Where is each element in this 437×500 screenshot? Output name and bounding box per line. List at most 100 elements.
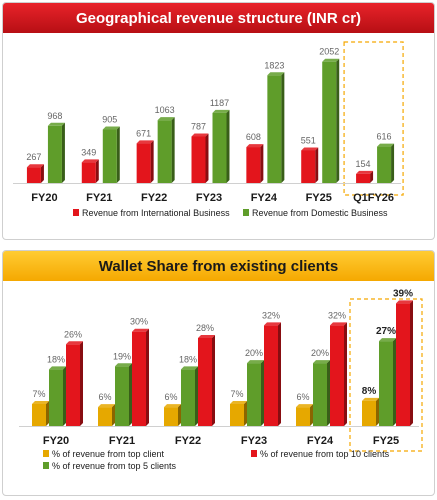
bar-face — [301, 150, 316, 183]
bar-face — [157, 120, 172, 183]
bar-side — [63, 366, 66, 426]
bar-top — [330, 322, 347, 326]
chart-title: Geographical revenue structure (INR cr) — [3, 3, 434, 33]
bar-face — [212, 112, 227, 183]
bar — [136, 140, 154, 183]
bar-face — [164, 407, 178, 426]
bar-top — [66, 341, 83, 345]
bar — [164, 404, 181, 426]
bar-face — [246, 147, 261, 183]
bar-face — [198, 338, 212, 426]
bar-side — [129, 363, 132, 426]
bar-face — [313, 363, 327, 426]
bar-top — [377, 143, 395, 147]
data-label: 2052 — [319, 47, 339, 57]
bar — [81, 159, 99, 183]
bar — [98, 404, 115, 426]
x-tick-label: FY25 — [306, 192, 332, 204]
bar-side — [116, 126, 120, 183]
bar-side — [226, 109, 230, 183]
bar-side — [80, 341, 83, 426]
bar — [102, 126, 120, 183]
bar-side — [327, 360, 330, 426]
bar-top — [26, 164, 44, 168]
bar — [246, 144, 264, 183]
bar-top — [296, 404, 313, 408]
legend-swatch — [243, 209, 249, 216]
bar-top — [98, 404, 115, 408]
data-label: 616 — [377, 132, 392, 142]
bar-side — [391, 143, 395, 183]
bar-side — [178, 404, 181, 426]
data-label: 1063 — [155, 105, 175, 115]
bar-face — [264, 325, 278, 426]
bar-top — [198, 335, 215, 338]
bar-top — [191, 133, 209, 137]
bar-side — [344, 322, 347, 426]
bar-top — [136, 140, 154, 144]
bar — [212, 109, 230, 183]
geographical-revenue-panel: Geographical revenue structure (INR cr) … — [2, 2, 435, 240]
highlight-box — [343, 41, 404, 196]
data-label: 6% — [296, 392, 309, 402]
bar-top — [362, 397, 379, 401]
bar-face — [362, 400, 376, 426]
legend-item: % of revenue from top 10 clients — [251, 449, 390, 459]
bar — [32, 401, 49, 426]
legend-swatch — [43, 450, 49, 457]
legend-swatch — [251, 450, 257, 457]
data-label: 32% — [328, 310, 346, 320]
bar-top — [246, 144, 264, 148]
bar-top — [132, 328, 149, 332]
bar — [198, 335, 215, 426]
data-label: 905 — [102, 115, 117, 125]
bar-top — [47, 122, 65, 126]
bar — [132, 328, 149, 426]
bar — [191, 133, 209, 183]
x-tick-label: FY21 — [109, 435, 135, 447]
data-label: 671 — [136, 128, 151, 138]
bar-face — [230, 404, 244, 426]
data-label: 30% — [130, 317, 148, 327]
bar-face — [115, 366, 129, 426]
legend-label: Revenue from Domestic Business — [252, 208, 388, 218]
bar-face — [322, 61, 337, 183]
data-label: 8% — [362, 386, 377, 397]
bar-side — [112, 404, 115, 426]
legend-label: Revenue from International Business — [82, 208, 230, 218]
bar-top — [32, 401, 49, 404]
bar-top — [247, 360, 264, 364]
bar-face — [47, 125, 62, 183]
highlight-box — [349, 298, 423, 452]
legend-label: % of revenue from top client — [52, 449, 165, 459]
bar-face — [356, 173, 371, 183]
bar-face — [396, 303, 410, 426]
bar — [301, 147, 319, 183]
bar — [322, 58, 340, 183]
data-label: 551 — [301, 135, 316, 145]
bar-face — [81, 162, 96, 183]
bar — [47, 122, 65, 183]
bar-face — [181, 369, 195, 426]
x-tick-label: FY23 — [196, 192, 222, 204]
data-label: 20% — [311, 348, 329, 358]
bar-side — [336, 58, 340, 183]
bar-side — [150, 140, 154, 183]
bar-side — [195, 366, 198, 426]
bar-side — [46, 401, 49, 426]
x-tick-label: FY22 — [175, 435, 201, 447]
bar-side — [281, 72, 285, 183]
bar — [267, 72, 285, 183]
bar-top — [313, 360, 330, 364]
bar-top — [102, 126, 120, 130]
data-label: 267 — [26, 152, 41, 162]
data-label: 1823 — [264, 60, 284, 70]
bar-side — [310, 404, 313, 426]
data-label: 32% — [262, 310, 280, 320]
bar-face — [136, 143, 151, 183]
data-label: 6% — [98, 392, 111, 402]
legend-item: Revenue from Domestic Business — [243, 208, 388, 218]
data-label: 968 — [47, 111, 62, 121]
bar-side — [260, 144, 264, 183]
bar-side — [205, 133, 209, 183]
